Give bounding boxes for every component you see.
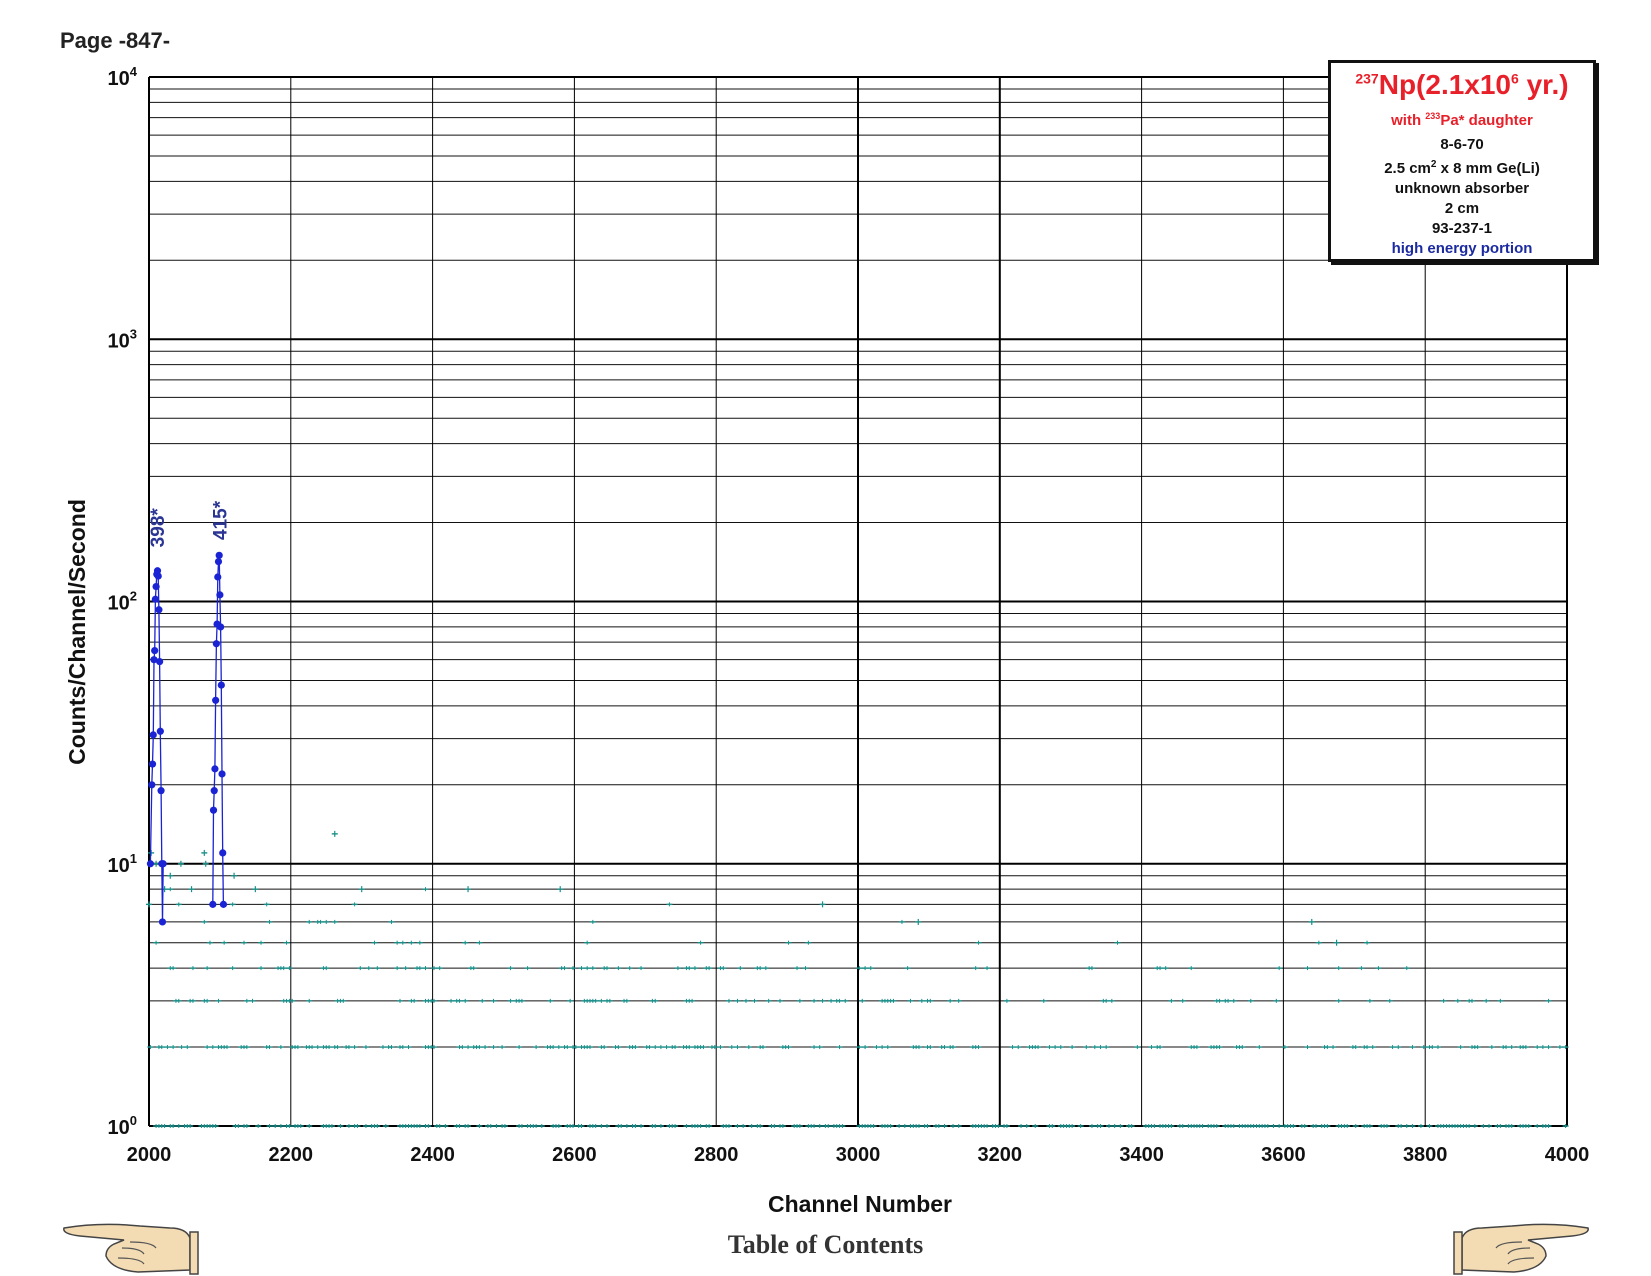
- peak-point: [151, 595, 159, 603]
- peak-point: [214, 557, 223, 566]
- peak-point: [210, 787, 218, 795]
- x-tick-label: 3000: [836, 1144, 881, 1166]
- y-tick-labels: 100 101 102 103 104: [108, 64, 138, 1139]
- peak-point: [149, 731, 157, 739]
- peak-label: 415*: [211, 500, 232, 540]
- x-tick-label: 2400: [410, 1144, 455, 1166]
- peak-point: [219, 900, 228, 908]
- peak-point: [156, 657, 164, 666]
- peak-label: 398*: [148, 508, 169, 548]
- peak-point: [154, 572, 162, 580]
- y-axis-label: Counts/Channel/Second: [64, 499, 90, 765]
- peak-point: [151, 646, 159, 655]
- legend-date: 8-6-70: [1440, 136, 1484, 153]
- peak-point: [211, 765, 219, 773]
- page-number: Page -847-: [60, 28, 171, 53]
- background-counts: [146, 830, 1569, 1128]
- legend-daughter: with 233Pa* daughter: [1391, 111, 1533, 129]
- legend-detector: 2.5 cm2 x 8 mm Ge(Li): [1384, 159, 1540, 177]
- legend-distance: 2 cm: [1444, 200, 1480, 217]
- peak-annotations: 398* 415*: [148, 500, 231, 547]
- major-grid: [148, 76, 1568, 1127]
- pointing-hand-right-icon[interactable]: [1452, 1218, 1592, 1276]
- peak-point: [218, 770, 226, 778]
- y-tick-label: 100: [108, 1113, 137, 1139]
- peak-point: [209, 806, 218, 814]
- table-of-contents-link[interactable]: Table of Contents: [727, 1230, 924, 1259]
- y-tick-label: 101: [108, 851, 137, 877]
- legend-absorber: unknown absorber: [1394, 180, 1530, 197]
- x-tick-label: 4000: [1545, 1144, 1590, 1166]
- legend-box: 237Np(2.1x106 yr.) with 233Pa* daughter …: [1328, 60, 1596, 262]
- y-tick-label: 104: [108, 64, 138, 90]
- peak-line: [149, 570, 164, 922]
- x-tick-label: 2600: [552, 1144, 597, 1166]
- x-tick-label: 3400: [1119, 1144, 1164, 1166]
- peak-point: [216, 591, 224, 599]
- peak-point: [146, 860, 155, 868]
- x-tick-label: 2800: [694, 1144, 739, 1166]
- peak-point: [212, 696, 220, 704]
- peak-point: [153, 567, 162, 575]
- peak-point: [148, 760, 157, 768]
- legend-portion: high energy portion: [1391, 240, 1533, 257]
- x-tick-label: 2000: [127, 1144, 172, 1166]
- x-axis-label: Channel Number: [768, 1191, 952, 1217]
- peak-point: [148, 781, 156, 789]
- x-tick-label: 3800: [1403, 1144, 1448, 1166]
- x-tick-label: 3600: [1261, 1144, 1306, 1166]
- peak-point: [152, 582, 160, 591]
- peak-point: [150, 656, 158, 664]
- peak-point: [219, 849, 227, 857]
- peak-point: [158, 918, 167, 926]
- peak-series: [146, 551, 228, 926]
- x-tick-label: 2200: [269, 1144, 314, 1166]
- y-tick-label: 102: [108, 589, 137, 615]
- x-tick-label: 3200: [978, 1144, 1023, 1166]
- peak-point: [156, 727, 164, 735]
- peak-point: [215, 551, 223, 559]
- peak-point: [217, 623, 225, 631]
- peak-point: [157, 787, 165, 795]
- peak-point: [217, 681, 225, 689]
- pointing-hand-left-icon[interactable]: [60, 1218, 200, 1276]
- legend-spectrum-id: 93-237-1: [1431, 220, 1493, 237]
- peak-point: [212, 640, 220, 648]
- legend-title: 237Np(2.1x106 yr.): [1355, 69, 1569, 100]
- peak-point: [214, 573, 222, 581]
- y-tick-label: 103: [108, 326, 137, 352]
- peak-point: [159, 860, 167, 868]
- peak-line: [212, 555, 225, 905]
- peak-point: [209, 900, 217, 908]
- peak-point: [155, 606, 163, 614]
- x-tick-labels: 2000 2200 2400 2600 2800 3000 3200 3400 3600 3800…: [127, 1144, 1590, 1166]
